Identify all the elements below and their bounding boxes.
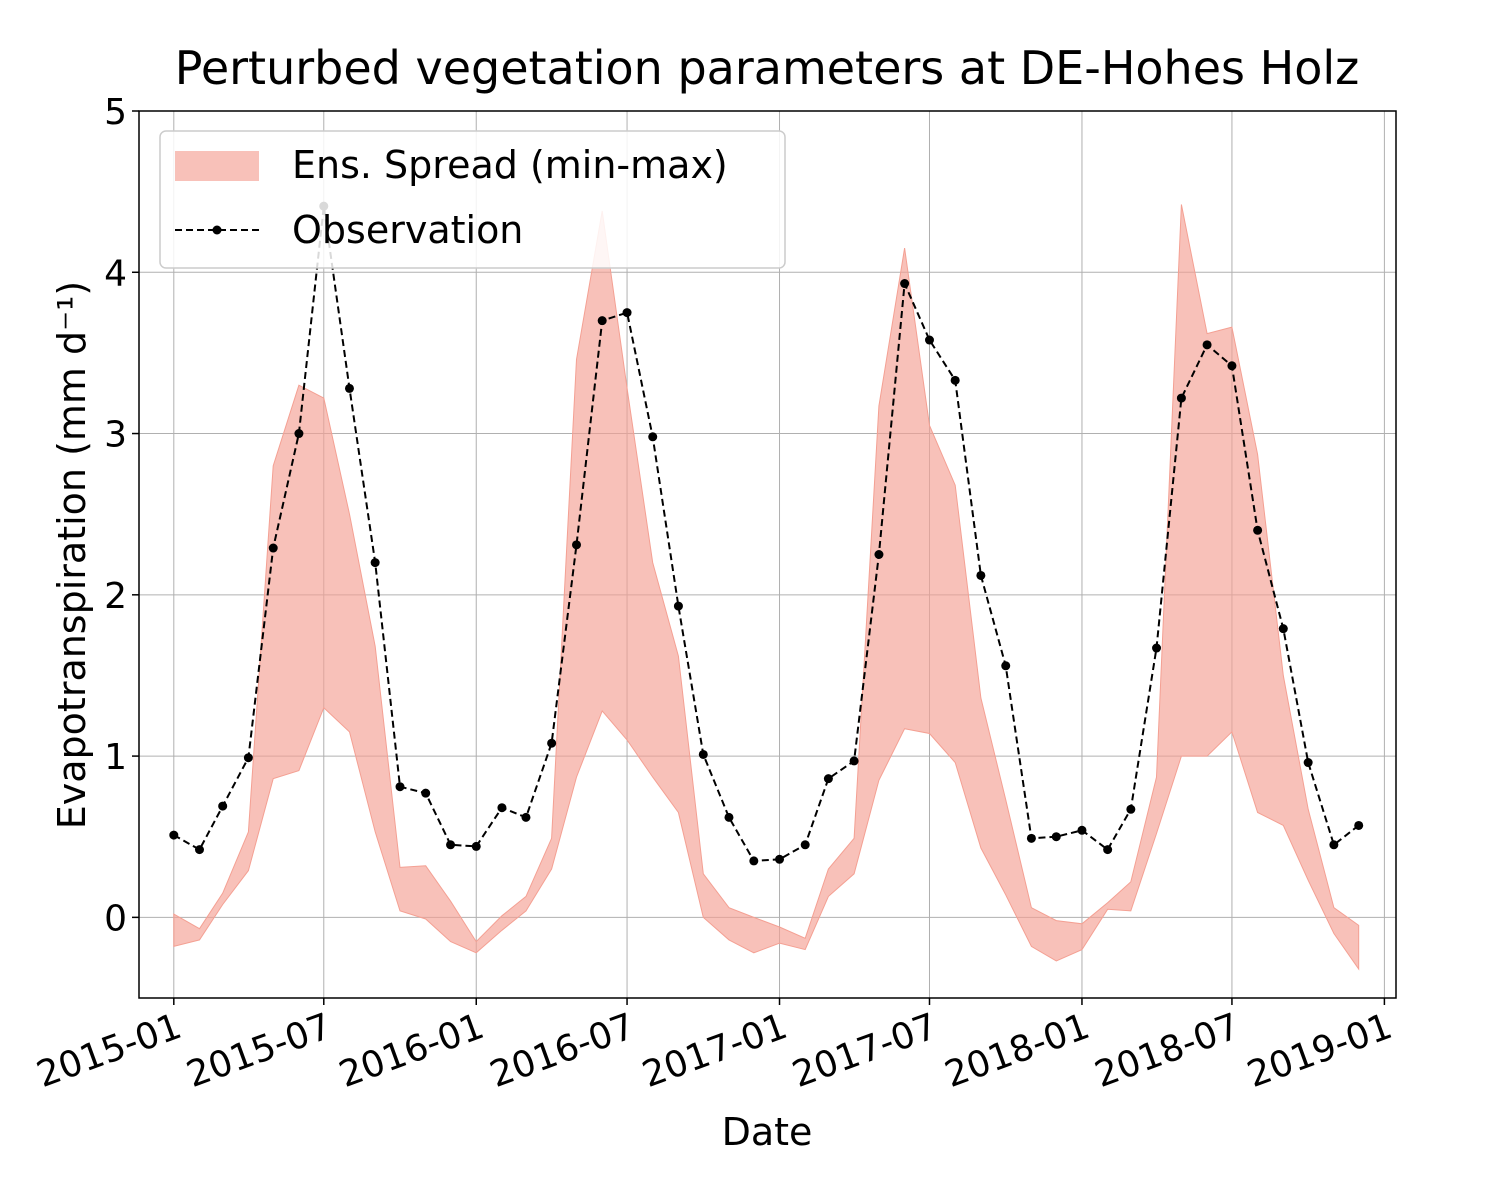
- observation-point: [597, 316, 607, 326]
- observation-point: [395, 782, 405, 792]
- observation-point: [421, 788, 431, 798]
- observation-point: [1227, 361, 1237, 371]
- y-tick-label: 2: [104, 576, 127, 617]
- observation-series-group: [169, 201, 1364, 866]
- observation-point: [1077, 825, 1087, 835]
- observation-point: [294, 429, 304, 439]
- legend-marker-observation: [212, 225, 222, 235]
- chart-title: Perturbed vegetation parameters at DE-Ho…: [175, 41, 1360, 95]
- observation-point: [698, 749, 708, 759]
- y-tick-label: 3: [104, 415, 127, 456]
- observation-point: [218, 801, 228, 811]
- observation-point: [749, 856, 759, 866]
- observation-point: [1103, 845, 1113, 855]
- observation-point: [471, 841, 481, 851]
- observation-point: [268, 543, 278, 553]
- observation-point: [1278, 624, 1288, 634]
- ensemble-spread-band-group: [173, 204, 1360, 971]
- observation-point: [976, 570, 986, 580]
- y-axis-label: Evapotranspiration (mm d⁻¹): [50, 281, 94, 829]
- plot-frame: [138, 110, 1397, 999]
- observation-point: [900, 279, 910, 289]
- observation-point: [1329, 840, 1339, 850]
- observation-point: [446, 840, 456, 850]
- observation-point: [497, 803, 507, 813]
- legend-swatch-ens-spread: [175, 151, 259, 181]
- observation-point: [1253, 525, 1263, 535]
- x-axis-label: Date: [722, 1110, 813, 1154]
- observation-point: [1001, 661, 1011, 671]
- observation-point: [169, 830, 179, 840]
- observation-point: [194, 845, 204, 855]
- legend-label-observation: Observation: [292, 208, 523, 252]
- observation-point: [1354, 820, 1364, 830]
- observation-point: [572, 540, 582, 550]
- observation-point: [823, 774, 833, 784]
- observation-point: [243, 753, 253, 763]
- observation-point: [344, 383, 354, 393]
- legend-box: [159, 130, 786, 269]
- legend: Ens. Spread (min-max) Observation: [159, 130, 786, 269]
- y-tick-label: 4: [104, 253, 127, 294]
- observation-point: [1026, 833, 1036, 843]
- observation-point: [547, 738, 557, 748]
- legend-label-ens-spread: Ens. Spread (min-max): [292, 143, 728, 187]
- observation-point: [950, 375, 960, 385]
- observation-point: [1126, 804, 1136, 814]
- y-tick-label: 1: [104, 737, 127, 778]
- observation-point: [800, 840, 810, 850]
- observation-point: [724, 812, 734, 822]
- observation-point: [370, 558, 380, 568]
- ens-spread-band: [173, 204, 1360, 971]
- observation-point: [849, 756, 859, 766]
- observation-point: [775, 854, 785, 864]
- observation-point: [622, 308, 632, 318]
- observation-point: [1202, 340, 1212, 350]
- observation-point: [1303, 758, 1313, 768]
- observation-point: [521, 812, 531, 822]
- observation-point: [1051, 832, 1061, 842]
- observation-point: [648, 432, 658, 442]
- observation-line: [173, 206, 1360, 862]
- observation-point: [874, 550, 884, 559]
- observation-point: [673, 601, 683, 611]
- y-axis: 0 1 2 3 4 5: [104, 92, 139, 939]
- y-tick-label: 0: [104, 898, 127, 939]
- observation-point: [1176, 393, 1186, 403]
- observation-point: [1152, 643, 1162, 653]
- observation-point: [924, 335, 934, 345]
- y-tick-label: 5: [104, 92, 127, 133]
